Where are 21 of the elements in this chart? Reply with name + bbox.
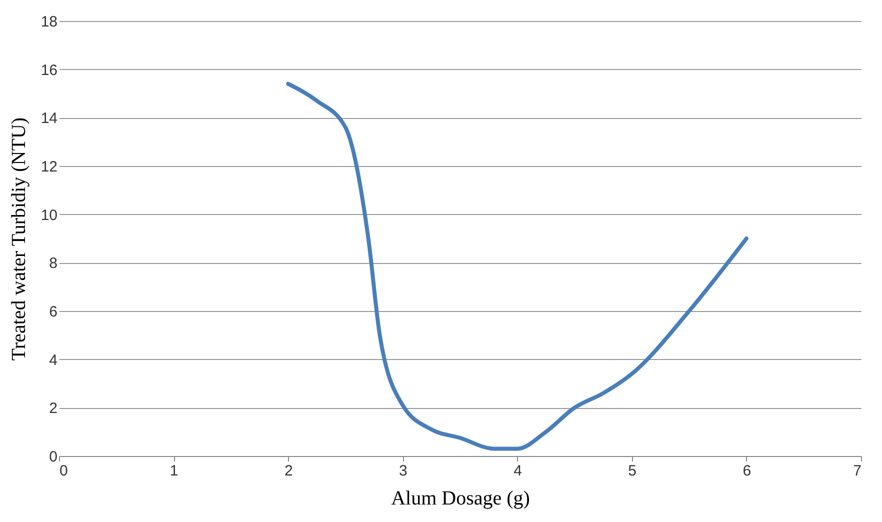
- y-tick-label: 18: [40, 14, 58, 30]
- line-series: [286, 82, 748, 451]
- y-tick-label: 2: [49, 400, 58, 418]
- y-tick-label: 0: [49, 448, 58, 466]
- x-axis-title: Alum Dosage (g): [391, 488, 530, 510]
- x-tick-label: 5: [628, 462, 637, 480]
- y-tick-label: 10: [40, 206, 58, 224]
- x-tick-label: 4: [514, 462, 522, 480]
- y-tick-label: 12: [40, 158, 58, 176]
- x-tick-label: 0: [60, 462, 68, 480]
- x-tick-label: 7: [853, 462, 862, 480]
- x-tick-label: 2: [284, 462, 293, 480]
- y-tick-label: 8: [49, 255, 58, 272]
- x-tick-label: 3: [399, 462, 408, 480]
- x-tick-label: 1: [170, 462, 178, 480]
- y-tick-label: 14: [40, 110, 58, 128]
- y-tick-label: 6: [49, 304, 58, 320]
- x-tick-label: 6: [742, 462, 752, 480]
- y-tick-label: 4: [49, 352, 58, 369]
- y-axis-title: Treated water Turbidiy (NTU): [8, 117, 30, 361]
- y-tick-label: 16: [40, 62, 58, 79]
